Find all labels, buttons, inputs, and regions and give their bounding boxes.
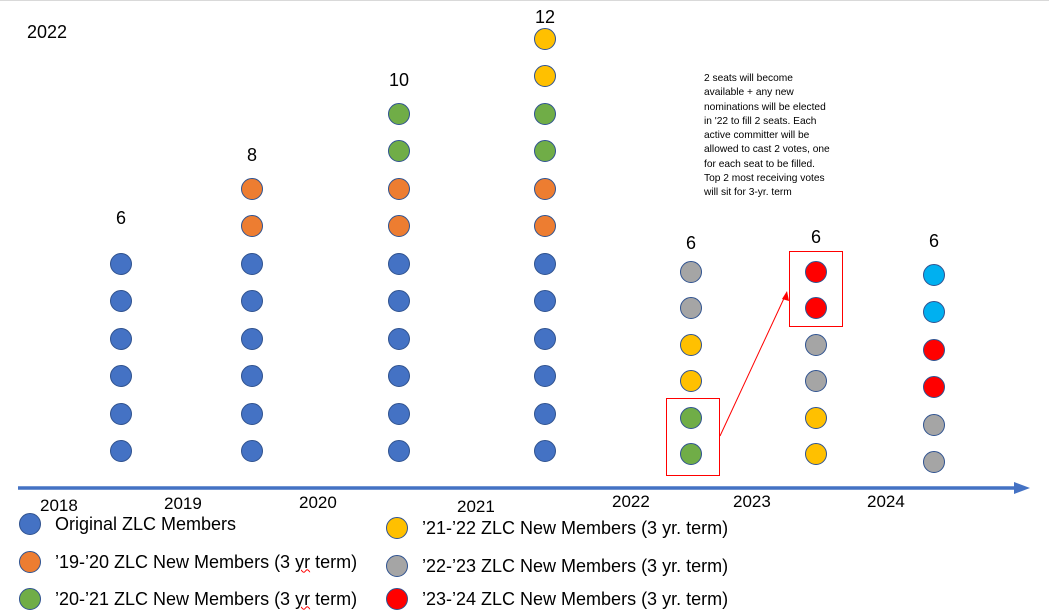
- member-count: 6: [928, 231, 940, 251]
- member-seat-t19_20: [534, 215, 556, 237]
- year-label-2019: 2019: [164, 494, 202, 513]
- member-seat-original: [241, 365, 263, 387]
- member-seat-original: [241, 252, 263, 275]
- member-seat-t23_24: [805, 297, 827, 319]
- legend-label: ’22-’23 ZLC New Members (3 yr. term): [422, 555, 729, 576]
- member-count: 10: [388, 70, 410, 90]
- legend-swatch: [19, 513, 41, 535]
- legend-item-19-20: ’19-’20 ZLC New Members (3 yr term): [19, 551, 357, 573]
- member-seat-t19_20: [534, 177, 556, 200]
- year-label-2018: 2018: [40, 496, 78, 515]
- member-seat-original: [241, 440, 263, 462]
- legend-item-21-22: ’21-’22 ZLC New Members (3 yr. term): [386, 517, 728, 539]
- member-seat-t19_20: [241, 177, 263, 200]
- legend-label: ’23-’24 ZLC New Members (3 yr. term): [422, 588, 729, 609]
- member-count: 6: [685, 233, 697, 253]
- legend-item-20-21: ’20-’21 ZLC New Members (3 yr term): [19, 588, 357, 610]
- member-seat-t20_21: [388, 140, 410, 162]
- legend-label: Original ZLC Members: [55, 513, 237, 534]
- member-seat-t22_23: [680, 260, 702, 283]
- member-seat-t21_22: [805, 406, 827, 429]
- member-seat-original: [110, 327, 132, 350]
- member-seat-t21_22: [680, 333, 702, 356]
- member-count: 6: [810, 227, 822, 247]
- legend-item-23-24: ’23-’24 ZLC New Members (3 yr. term): [386, 588, 728, 610]
- member-seat-original: [110, 252, 132, 275]
- member-seat-t21_22: [534, 27, 556, 50]
- member-seat-original: [241, 402, 263, 425]
- member-seat-original: [534, 327, 556, 350]
- legend-label: ’21-’22 ZLC New Members (3 yr. term): [422, 517, 729, 538]
- transition-arrow: [719, 293, 787, 437]
- member-seat-t22_23: [805, 370, 827, 392]
- member-seat-original: [110, 365, 132, 387]
- member-seat-new_24: [923, 263, 945, 286]
- member-seat-original: [388, 365, 410, 387]
- legend-swatch: [386, 555, 408, 577]
- member-seat-t23_24: [923, 338, 945, 361]
- legend-swatch: [19, 551, 41, 573]
- member-seat-t21_22: [680, 370, 702, 392]
- member-seat-t20_21: [680, 406, 702, 429]
- legend-label: ’20-’21 ZLC New Members (3 yr term): [55, 588, 358, 609]
- member-seat-original: [241, 290, 263, 312]
- year-label-2020: 2020: [299, 493, 337, 512]
- member-seat-t21_22: [805, 443, 827, 465]
- election-note: 2 seats will become available + any new …: [704, 73, 830, 199]
- member-seat-original: [534, 252, 556, 275]
- new-seats-box: [789, 251, 843, 327]
- member-seat-original: [388, 402, 410, 425]
- member-seat-t22_23: [923, 413, 945, 436]
- member-seat-original: [110, 440, 132, 462]
- member-seat-original: [110, 290, 132, 312]
- member-count: 12: [534, 7, 556, 27]
- member-seat-t21_22: [534, 65, 556, 87]
- member-seat-t22_23: [923, 451, 945, 473]
- member-seat-t19_20: [388, 215, 410, 237]
- member-seat-original: [388, 327, 410, 350]
- member-seat-t19_20: [241, 215, 263, 237]
- legend-item-original: Original ZLC Members: [19, 513, 236, 535]
- member-seat-original: [534, 440, 556, 462]
- outgoing-seats-box: [666, 398, 720, 476]
- member-seat-original: [241, 327, 263, 350]
- member-seat-t19_20: [388, 177, 410, 200]
- slide-year-label: 2022: [27, 22, 68, 42]
- legend-swatch: [19, 588, 41, 610]
- legend-swatch: [386, 517, 408, 539]
- member-seat-t20_21: [388, 102, 410, 125]
- timeline-arrow-head: [1014, 482, 1030, 494]
- member-seat-original: [388, 252, 410, 275]
- transition-arrow-head: [782, 291, 789, 301]
- member-count: 6: [115, 208, 127, 228]
- member-seat-t23_24: [805, 260, 827, 283]
- member-seat-t22_23: [805, 333, 827, 356]
- year-label-2023: 2023: [733, 492, 771, 511]
- member-count: 8: [246, 145, 258, 165]
- member-seat-t20_21: [534, 140, 556, 162]
- member-seat-original: [534, 290, 556, 312]
- year-label-2024: 2024: [867, 492, 905, 511]
- member-seat-t22_23: [680, 297, 702, 319]
- member-seat-original: [534, 402, 556, 425]
- member-seat-new_24: [923, 301, 945, 323]
- member-seat-original: [388, 290, 410, 312]
- legend-label: ’19-’20 ZLC New Members (3 yr term): [55, 551, 358, 572]
- member-seat-original: [388, 440, 410, 462]
- legend-swatch: [386, 588, 408, 610]
- top-border: [0, 0, 1049, 1]
- legend-item-22-23: ’22-’23 ZLC New Members (3 yr. term): [386, 555, 728, 577]
- member-seat-original: [534, 365, 556, 387]
- member-seat-t23_24: [923, 376, 945, 398]
- member-seat-t20_21: [534, 102, 556, 125]
- member-seat-original: [110, 402, 132, 425]
- year-label-2021: 2021: [457, 497, 495, 516]
- member-seat-t20_21: [680, 443, 702, 465]
- year-label-2022: 2022: [612, 492, 650, 511]
